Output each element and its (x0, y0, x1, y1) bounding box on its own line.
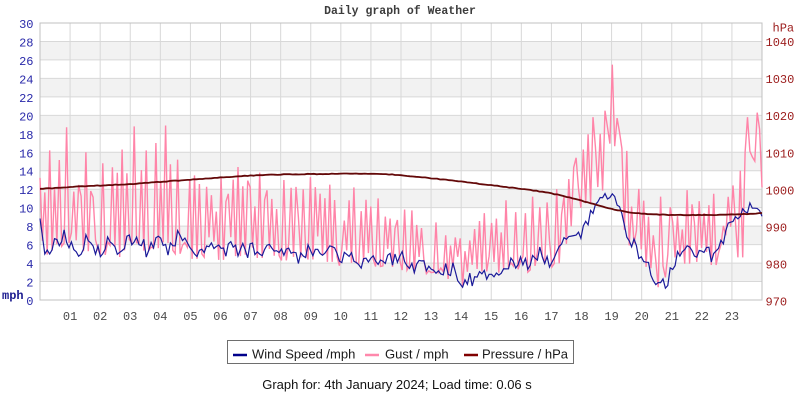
svg-text:13: 13 (424, 310, 438, 324)
svg-text:Daily graph of Weather: Daily graph of Weather (324, 5, 476, 18)
svg-text:10: 10 (334, 310, 348, 324)
svg-text:Gust / mph: Gust / mph (385, 347, 449, 362)
svg-text:11: 11 (364, 310, 378, 324)
svg-text:6: 6 (26, 240, 33, 254)
svg-text:24: 24 (19, 73, 33, 87)
svg-text:21: 21 (665, 310, 679, 324)
svg-text:1030: 1030 (766, 73, 795, 87)
svg-text:990: 990 (766, 221, 788, 235)
svg-text:1040: 1040 (766, 36, 795, 50)
svg-text:07: 07 (243, 310, 257, 324)
svg-text:1000: 1000 (766, 184, 795, 198)
svg-text:8: 8 (26, 221, 33, 235)
svg-text:17: 17 (544, 310, 558, 324)
svg-text:16: 16 (514, 310, 528, 324)
svg-text:980: 980 (766, 259, 788, 273)
svg-text:12: 12 (19, 184, 33, 198)
svg-text:16: 16 (19, 147, 33, 161)
svg-text:2: 2 (26, 277, 33, 291)
svg-text:03: 03 (123, 310, 137, 324)
svg-text:09: 09 (304, 310, 318, 324)
svg-text:22: 22 (19, 92, 33, 106)
svg-text:1010: 1010 (766, 147, 795, 161)
svg-text:14: 14 (454, 310, 468, 324)
svg-text:14: 14 (19, 166, 33, 180)
svg-text:hPa: hPa (773, 22, 795, 36)
svg-text:30: 30 (19, 18, 33, 32)
svg-text:06: 06 (213, 310, 227, 324)
svg-text:0: 0 (26, 295, 33, 309)
svg-text:970: 970 (766, 296, 788, 310)
svg-text:23: 23 (725, 310, 739, 324)
svg-text:10: 10 (19, 203, 33, 217)
svg-text:02: 02 (93, 310, 107, 324)
svg-text:26: 26 (19, 55, 33, 69)
svg-text:Wind Speed /mph: Wind Speed /mph (252, 347, 355, 362)
svg-text:28: 28 (19, 37, 33, 51)
svg-text:18: 18 (574, 310, 588, 324)
svg-text:12: 12 (394, 310, 408, 324)
svg-text:22: 22 (695, 310, 709, 324)
svg-text:20: 20 (19, 110, 33, 124)
svg-text:18: 18 (19, 129, 33, 143)
svg-text:mph: mph (2, 289, 24, 303)
svg-text:Graph for: 4th January 2024; L: Graph for: 4th January 2024; Load time: … (262, 377, 532, 392)
svg-text:1020: 1020 (766, 110, 795, 124)
svg-text:Pressure / hPa: Pressure / hPa (482, 347, 569, 362)
svg-text:05: 05 (183, 310, 197, 324)
svg-text:04: 04 (153, 310, 167, 324)
svg-text:20: 20 (634, 310, 648, 324)
svg-text:4: 4 (26, 258, 33, 272)
svg-text:01: 01 (63, 310, 77, 324)
svg-text:19: 19 (604, 310, 618, 324)
svg-text:08: 08 (273, 310, 287, 324)
svg-text:15: 15 (484, 310, 498, 324)
